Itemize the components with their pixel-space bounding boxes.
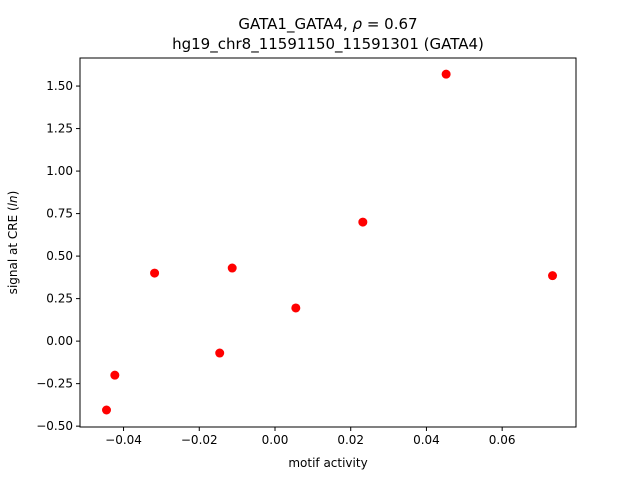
x-axis-label: motif activity <box>288 456 367 470</box>
y-tick-label: 0.75 <box>46 207 73 221</box>
x-tick-label: −0.02 <box>181 433 218 447</box>
data-point <box>150 268 160 278</box>
data-point <box>548 271 558 281</box>
data-point <box>441 69 451 79</box>
data-point <box>227 263 237 273</box>
chart-subtitle: hg19_chr8_11591150_11591301 (GATA4) <box>172 35 484 54</box>
data-point <box>358 217 368 227</box>
data-points <box>102 69 558 415</box>
y-tick-label: 0.50 <box>46 249 73 263</box>
y-axis-label: signal at CRE (ln) <box>6 191 20 295</box>
y-tick-label: 0.00 <box>46 334 73 348</box>
chart-title: GATA1_GATA4, ρ = 0.67 <box>238 15 417 34</box>
y-tick-label: −0.50 <box>36 419 73 433</box>
x-tick-label: 0.00 <box>262 433 289 447</box>
x-tick-label: 0.02 <box>337 433 364 447</box>
data-point <box>102 405 112 415</box>
x-axis-ticks: −0.04 −0.02 0.00 0.02 0.04 0.06 <box>105 427 516 447</box>
x-tick-label: −0.04 <box>105 433 142 447</box>
x-tick-label: 0.06 <box>489 433 516 447</box>
plot-frame <box>79 57 577 428</box>
y-tick-label: 0.25 <box>46 292 73 306</box>
y-tick-label: 1.25 <box>46 122 73 136</box>
data-point <box>110 370 120 380</box>
x-tick-label: 0.04 <box>413 433 440 447</box>
y-tick-label: 1.00 <box>46 164 73 178</box>
data-point <box>215 348 225 358</box>
y-tick-label: −0.25 <box>36 377 73 391</box>
y-tick-label: 1.50 <box>46 79 73 93</box>
plot-area <box>80 58 576 427</box>
data-point <box>291 303 301 313</box>
y-axis-ticks: −0.50 −0.25 0.00 0.25 0.50 0.75 1.00 1.25 1.50 <box>36 79 80 433</box>
